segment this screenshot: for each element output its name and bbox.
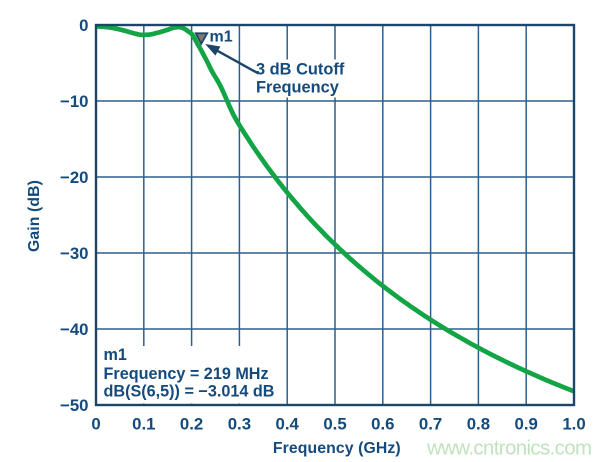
svg-text:1.0: 1.0 xyxy=(562,415,585,434)
svg-text:www.cntronics.com: www.cntronics.com xyxy=(426,437,591,460)
svg-text:−10: −10 xyxy=(60,92,88,111)
svg-text:0: 0 xyxy=(91,415,100,434)
svg-text:Frequency: Frequency xyxy=(256,78,340,96)
svg-text:0.2: 0.2 xyxy=(180,415,203,434)
svg-text:−30: −30 xyxy=(60,244,88,263)
svg-text:0.6: 0.6 xyxy=(371,415,394,434)
svg-text:0.1: 0.1 xyxy=(132,415,155,434)
svg-text:0: 0 xyxy=(79,16,88,35)
svg-text:0.8: 0.8 xyxy=(467,415,490,434)
svg-text:−50: −50 xyxy=(60,396,88,415)
svg-text:0.3: 0.3 xyxy=(228,415,251,434)
svg-text:−20: −20 xyxy=(60,168,88,187)
svg-text:0.9: 0.9 xyxy=(515,415,538,434)
svg-text:dB(S(6,5)) = −3.014 dB: dB(S(6,5)) = −3.014 dB xyxy=(104,383,275,401)
svg-text:m1: m1 xyxy=(104,346,127,364)
svg-text:0.7: 0.7 xyxy=(419,415,442,434)
svg-text:m1: m1 xyxy=(210,29,233,46)
svg-text:Frequency (GHz): Frequency (GHz) xyxy=(273,440,401,457)
svg-text:3 dB Cutoff: 3 dB Cutoff xyxy=(256,61,345,79)
svg-text:0.5: 0.5 xyxy=(323,415,346,434)
svg-text:−40: −40 xyxy=(60,320,88,339)
svg-text:0.4: 0.4 xyxy=(276,415,300,434)
svg-text:Frequency = 219 MHz: Frequency = 219 MHz xyxy=(104,365,269,383)
svg-text:Gain (dB): Gain (dB) xyxy=(26,180,43,252)
